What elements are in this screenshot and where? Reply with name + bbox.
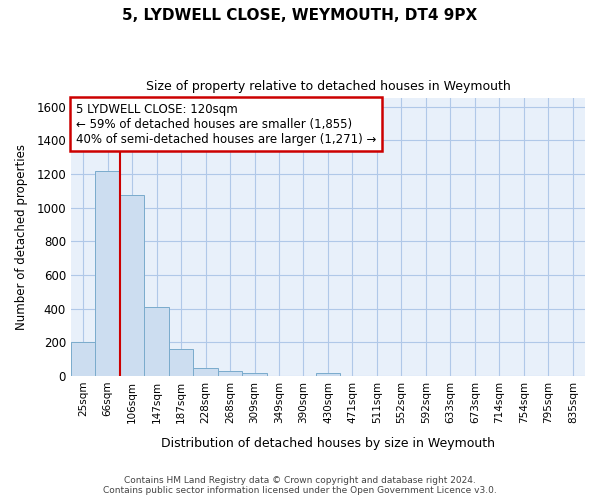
Text: Contains HM Land Registry data © Crown copyright and database right 2024.
Contai: Contains HM Land Registry data © Crown c… [103,476,497,495]
X-axis label: Distribution of detached houses by size in Weymouth: Distribution of detached houses by size … [161,437,495,450]
Text: 5, LYDWELL CLOSE, WEYMOUTH, DT4 9PX: 5, LYDWELL CLOSE, WEYMOUTH, DT4 9PX [122,8,478,22]
Bar [95,170,120,376]
Y-axis label: Number of detached properties: Number of detached properties [15,144,28,330]
Bar [193,368,218,376]
Bar [218,371,242,376]
Bar [120,195,145,376]
Title: Size of property relative to detached houses in Weymouth: Size of property relative to detached ho… [146,80,511,93]
Bar [145,307,169,376]
Bar [71,342,95,376]
Bar [316,373,340,376]
Text: 5 LYDWELL CLOSE: 120sqm
← 59% of detached houses are smaller (1,855)
40% of semi: 5 LYDWELL CLOSE: 120sqm ← 59% of detache… [76,102,376,146]
Bar [242,373,267,376]
Bar [169,349,193,376]
